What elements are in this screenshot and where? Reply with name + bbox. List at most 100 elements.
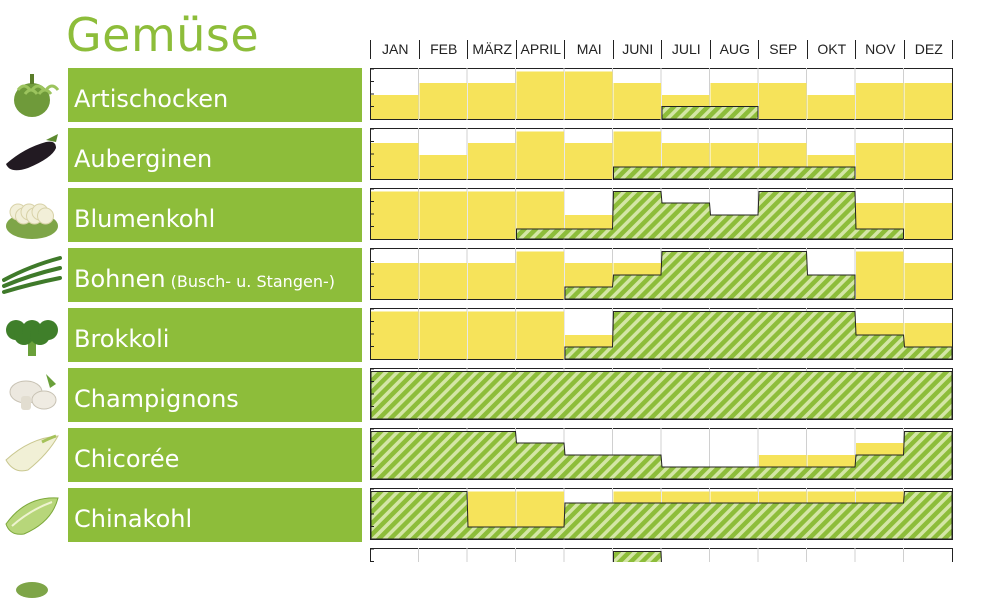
- import-bar: [468, 83, 516, 119]
- month-header: JAN FEB MÄRZ APRIL MAI JUNI JULI AUG SEP OKT NOV DE…: [370, 38, 953, 60]
- import-bar: [419, 311, 467, 359]
- vegetable-label: Auberginen: [68, 128, 362, 182]
- chinese-cabbage-icon: [5, 497, 59, 535]
- import-bar: [371, 263, 419, 299]
- vegetable-row: Artischocken: [0, 68, 1000, 122]
- month-separator: [709, 40, 711, 59]
- vegetable-name: Auberginen: [74, 145, 213, 173]
- broccoli-icon: [6, 320, 58, 356]
- cauliflower-icon: [6, 203, 58, 239]
- import-bar: [371, 143, 419, 179]
- vegetable-thumbnail: [2, 490, 62, 540]
- vegetable-thumbnail: [2, 550, 62, 600]
- artichoke-icon: [14, 74, 60, 117]
- import-bar: [516, 251, 564, 299]
- month-label: APRIL: [520, 41, 561, 57]
- month-separator: [467, 40, 468, 59]
- import-bar: [904, 263, 952, 299]
- vegetable-thumbnail: [2, 370, 62, 420]
- import-bar: [904, 203, 952, 239]
- import-bar: [468, 263, 516, 299]
- domestic-area: [370, 491, 953, 540]
- import-bar: [419, 83, 467, 119]
- import-bar: [759, 83, 807, 119]
- import-bar: [468, 191, 516, 239]
- vegetable-row: Chinakohl: [0, 488, 1000, 542]
- vegetable-thumbnail: [2, 190, 62, 240]
- vegetable-label: Champignons: [68, 368, 362, 422]
- vegetable-label: Bohnen (Busch- u. Stangen-): [68, 248, 362, 302]
- domestic-area: [613, 551, 662, 562]
- month-separator: [612, 40, 614, 59]
- vegetable-row: Chicorée: [0, 428, 1000, 482]
- import-bar: [613, 83, 661, 119]
- season-chart: [370, 488, 953, 540]
- month-separator: [903, 40, 905, 59]
- month-label: JULI: [671, 41, 701, 57]
- vegetable-row: Bohnen (Busch- u. Stangen-): [0, 248, 1000, 302]
- month-separator: [564, 40, 565, 59]
- month-label: MAI: [576, 41, 602, 57]
- vegetable-thumbnail: [2, 310, 62, 360]
- vegetable-row: Blumenkohl: [0, 188, 1000, 242]
- season-chart: [370, 548, 953, 562]
- vegetable-thumbnail: [2, 430, 62, 480]
- month-separator: [952, 40, 953, 59]
- vegetable-name: Chicorée: [74, 445, 180, 473]
- vegetable-row: Auberginen: [0, 128, 1000, 182]
- month-label: DEZ: [914, 41, 943, 57]
- month-separator: [515, 40, 517, 59]
- domestic-area: [564, 251, 856, 300]
- domestic-area: [370, 371, 953, 420]
- month-label: OKT: [817, 41, 847, 57]
- season-chart: [370, 128, 953, 180]
- import-bar: [516, 131, 564, 179]
- mushroom-icon: [9, 374, 57, 410]
- month-label: FEB: [430, 41, 458, 57]
- domestic-area: [613, 166, 856, 180]
- import-bar: [419, 191, 467, 239]
- vegetable-label: Brokkoli: [68, 308, 362, 362]
- import-bar: [904, 143, 952, 179]
- month-separator: [370, 40, 371, 59]
- import-bar: [468, 143, 516, 179]
- domestic-area: [564, 311, 953, 360]
- import-bar: [856, 83, 904, 119]
- month-separator: [418, 40, 420, 59]
- season-chart: [370, 68, 953, 120]
- season-chart: [370, 368, 953, 420]
- month-label: SEP: [769, 41, 798, 57]
- eggplant-icon: [6, 134, 58, 171]
- month-separator: [758, 40, 759, 59]
- month-label: JAN: [382, 41, 409, 57]
- domestic-area: [661, 106, 759, 120]
- import-bar: [807, 95, 855, 119]
- vegetable-thumbnail: [2, 70, 62, 120]
- vegetable-label: Chinakohl: [68, 488, 362, 542]
- month-label: NOV: [865, 41, 896, 57]
- vegetable-row: Brokkoli: [0, 308, 1000, 362]
- vegetable-subtitle: (Busch- u. Stangen-): [165, 272, 335, 291]
- month-label: JUNI: [622, 41, 654, 57]
- month-separator: [806, 40, 808, 59]
- month-separator: [661, 40, 662, 59]
- import-bar: [419, 263, 467, 299]
- season-chart: [370, 428, 953, 480]
- import-bar: [565, 143, 613, 179]
- import-bar: [516, 71, 564, 119]
- season-chart: [370, 188, 953, 240]
- vegetable-row: Champignons: [0, 368, 1000, 422]
- vegetable-name: Bohnen: [74, 265, 166, 293]
- vegetable-label: Blumenkohl: [68, 188, 362, 242]
- vegetable-thumbnail: [2, 250, 62, 300]
- month-separator: [855, 40, 856, 59]
- import-bar: [371, 311, 419, 359]
- season-chart: [370, 308, 953, 360]
- import-bar: [904, 83, 952, 119]
- vegetable-icon: [16, 582, 48, 598]
- domestic-area: [516, 191, 904, 240]
- import-bar: [419, 155, 467, 179]
- vegetable-name: Blumenkohl: [74, 205, 216, 233]
- import-bar: [371, 191, 419, 239]
- vegetable-label: Chicorée: [68, 428, 362, 482]
